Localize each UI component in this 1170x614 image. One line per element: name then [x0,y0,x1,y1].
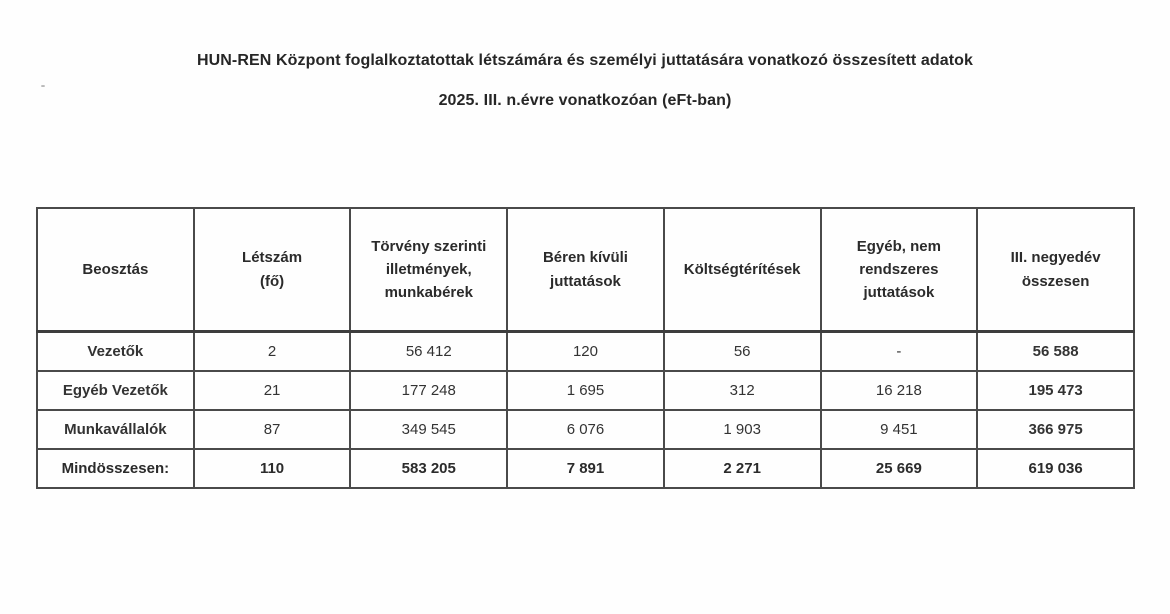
cell-total-torveny: 583 205 [349,448,509,489]
col-header-negyedev-osszesen: III. negyedév összesen [976,207,1135,333]
table-head: Beosztás Létszám (fő) Törvény szerinti i… [36,207,1135,333]
col-header-letszam: Létszám (fő) [192,207,352,333]
cell-egyeb-vezetok-egyeb: 16 218 [819,370,979,411]
table-body: Vezetők 2 56 412 120 56 - 56 588 Egyéb V… [36,330,1135,489]
col-header-beosztas: Beosztás [36,207,195,333]
cell-munkavallalok-beren-kivuli: 6 076 [506,409,665,450]
col-header-koltsegteritesek: Költségtérítések [662,207,822,333]
cell-munkavallalok-koltsegterites: 1 903 [662,409,822,450]
table-row-munkavallalok: Munkavállalók 87 349 545 6 076 1 903 9 4… [36,409,1135,450]
document-title: HUN-REN Központ foglalkoztatottak létszá… [196,52,974,69]
table-header-row: Beosztás Létszám (fő) Törvény szerinti i… [36,207,1135,333]
row-label-egyeb-vezetok: Egyéb Vezetők [36,370,195,411]
table-row-vezetok: Vezetők 2 56 412 120 56 - 56 588 [36,330,1135,372]
cell-egyeb-vezetok-letszam: 21 [192,370,352,411]
scan-artifact-dot [41,85,45,87]
cell-vezetok-osszesen: 56 588 [976,330,1135,372]
cell-egyeb-vezetok-osszesen: 195 473 [976,370,1135,411]
cell-vezetok-koltsegterites: 56 [662,330,822,372]
cell-munkavallalok-letszam: 87 [192,409,352,450]
row-label-munkavallalok: Munkavállalók [36,409,195,450]
document-subtitle: 2025. III. n.évre vonatkozóan (eFt-ban) [438,92,732,109]
row-label-mindosszesen: Mindösszesen: [36,448,195,489]
cell-vezetok-letszam: 2 [192,330,352,372]
col-header-beren-kivuli: Béren kívüli juttatások [506,207,665,333]
table-row-mindosszesen: Mindösszesen: 110 583 205 7 891 2 271 25… [36,448,1135,489]
cell-vezetok-torveny: 56 412 [349,330,509,372]
cell-munkavallalok-osszesen: 366 975 [976,409,1135,450]
table-row-egyeb-vezetok: Egyéb Vezetők 21 177 248 1 695 312 16 21… [36,370,1135,411]
col-header-torveny-szerinti: Törvény szerinti illetmények, munkabérek [349,207,509,333]
cell-total-beren-kivuli: 7 891 [506,448,665,489]
cell-munkavallalok-egyeb: 9 451 [819,409,979,450]
row-label-vezetok: Vezetők [36,330,195,372]
cell-egyeb-vezetok-torveny: 177 248 [349,370,509,411]
col-header-egyeb-nem-rendszeres: Egyéb, nem rendszeres juttatások [819,207,979,333]
cell-vezetok-egyeb: - [819,330,979,372]
cell-total-osszesen: 619 036 [976,448,1135,489]
cell-egyeb-vezetok-beren-kivuli: 1 695 [506,370,665,411]
cell-total-egyeb: 25 669 [819,448,979,489]
cell-egyeb-vezetok-koltsegterites: 312 [662,370,822,411]
cell-total-koltsegterites: 2 271 [662,448,822,489]
cell-munkavallalok-torveny: 349 545 [349,409,509,450]
cell-total-letszam: 110 [192,448,352,489]
staff-compensation-table: Beosztás Létszám (fő) Törvény szerinti i… [36,207,1135,489]
cell-vezetok-beren-kivuli: 120 [506,330,665,372]
